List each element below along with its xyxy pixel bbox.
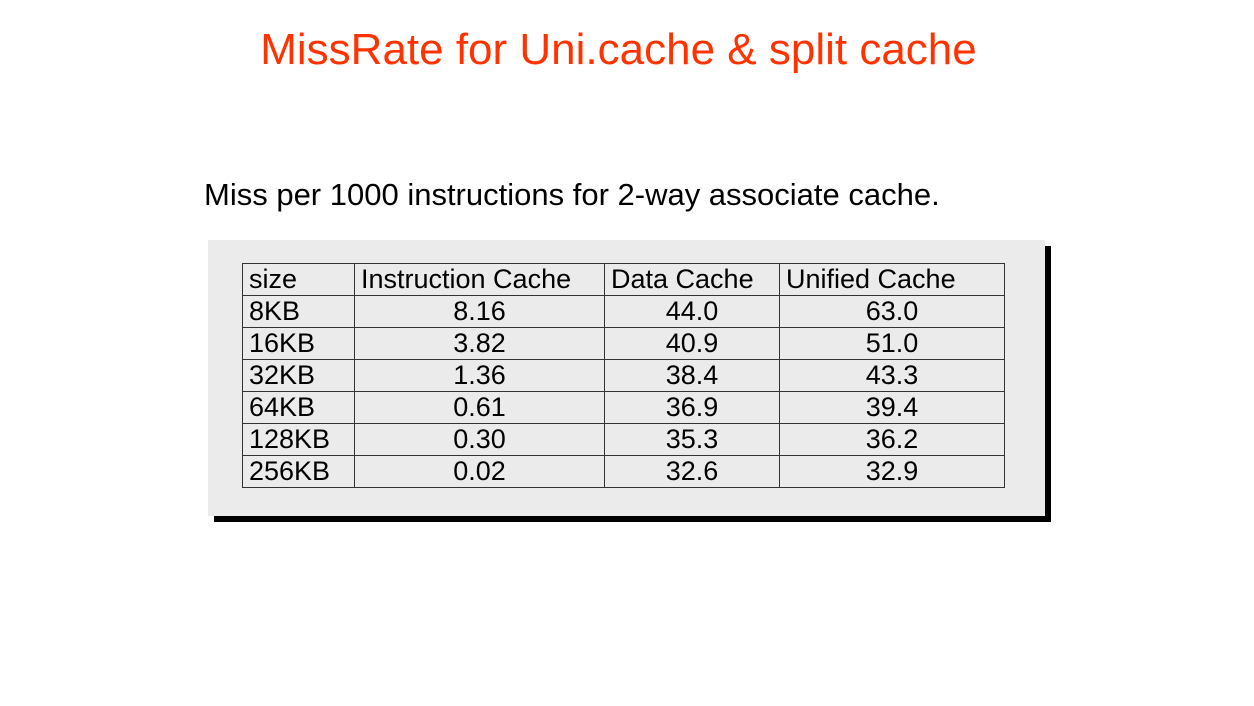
cell-data-cache: 40.9 — [604, 327, 780, 360]
table-header-row: size Instruction Cache Data Cache Unifie… — [242, 263, 1005, 296]
cell-instruction-cache: 3.82 — [354, 327, 605, 360]
miss-rate-table: size Instruction Cache Data Cache Unifie… — [242, 263, 1005, 488]
cell-size: 64KB — [242, 391, 355, 424]
cell-instruction-cache: 0.61 — [354, 391, 605, 424]
table-row: 8KB 8.16 44.0 63.0 — [242, 295, 1005, 328]
cell-instruction-cache: 0.30 — [354, 423, 605, 456]
cell-data-cache: 35.3 — [604, 423, 780, 456]
cell-size: 256KB — [242, 455, 355, 488]
cell-data-cache: 44.0 — [604, 295, 780, 328]
cell-unified-cache: 51.0 — [779, 327, 1005, 360]
cell-unified-cache: 43.3 — [779, 359, 1005, 392]
slide-subtitle: Miss per 1000 instructions for 2-way ass… — [204, 177, 940, 212]
cell-data-cache: 36.9 — [604, 391, 780, 424]
table-row: 64KB 0.61 36.9 39.4 — [242, 391, 1005, 424]
cell-unified-cache: 39.4 — [779, 391, 1005, 424]
cell-instruction-cache: 1.36 — [354, 359, 605, 392]
cell-data-cache: 32.6 — [604, 455, 780, 488]
header-unified-cache: Unified Cache — [779, 263, 1005, 296]
header-instruction-cache: Instruction Cache — [354, 263, 605, 296]
table-row: 16KB 3.82 40.9 51.0 — [242, 327, 1005, 360]
cell-unified-cache: 63.0 — [779, 295, 1005, 328]
table-row: 128KB 0.30 35.3 36.2 — [242, 423, 1005, 456]
cell-size: 32KB — [242, 359, 355, 392]
table-row: 32KB 1.36 38.4 43.3 — [242, 359, 1005, 392]
header-data-cache: Data Cache — [604, 263, 780, 296]
cell-size: 16KB — [242, 327, 355, 360]
cell-unified-cache: 32.9 — [779, 455, 1005, 488]
cell-unified-cache: 36.2 — [779, 423, 1005, 456]
cell-size: 128KB — [242, 423, 355, 456]
header-size: size — [242, 263, 355, 296]
cell-instruction-cache: 0.02 — [354, 455, 605, 488]
slide-title: MissRate for Uni.cache & split cache — [260, 25, 977, 74]
cell-size: 8KB — [242, 295, 355, 328]
cell-instruction-cache: 8.16 — [354, 295, 605, 328]
table-row: 256KB 0.02 32.6 32.9 — [242, 455, 1005, 488]
cell-data-cache: 38.4 — [604, 359, 780, 392]
